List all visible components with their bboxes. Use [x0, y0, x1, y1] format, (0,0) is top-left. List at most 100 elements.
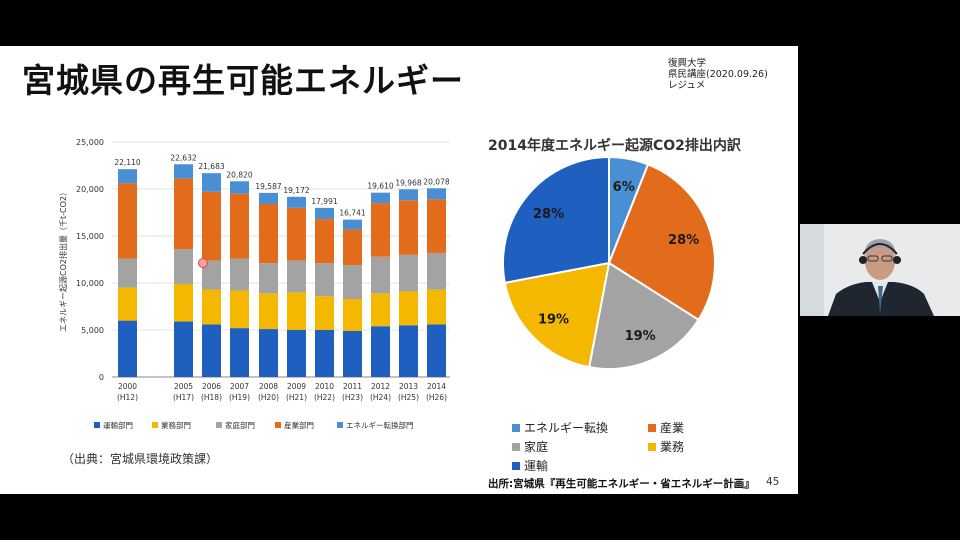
bar-segment [399, 291, 418, 326]
pie-legend-swatch [512, 462, 520, 470]
pie-slice-label: 19% [625, 329, 656, 344]
bar-total-label: 22,632 [170, 153, 196, 162]
bar-segment [174, 164, 193, 179]
pie-legend-label: 運輸 [524, 458, 548, 473]
bar-segment [230, 290, 249, 329]
bar-segment [202, 191, 221, 261]
bar-total-label: 20,820 [226, 170, 252, 179]
y-tick-label: 10,000 [76, 279, 104, 288]
y-tick-label: 20,000 [76, 185, 104, 194]
bar-segment [371, 203, 390, 257]
bar-segment [371, 293, 390, 327]
x-tick-sublabel: (H20) [258, 393, 279, 402]
legend-swatch [337, 422, 343, 428]
pointer-cursor-icon [198, 258, 208, 268]
pie-slice-label: 28% [668, 233, 699, 248]
bar-segment [287, 330, 306, 377]
pie-slice-label: 19% [538, 312, 569, 327]
legend-label: 運輸部門 [103, 420, 133, 430]
bar-segment [427, 289, 446, 325]
bar-segment [371, 192, 390, 204]
legend-swatch [152, 422, 158, 428]
bar-segment [287, 260, 306, 293]
pie-legend-label: 業務 [660, 440, 684, 454]
pie-slice-label: 28% [533, 207, 564, 222]
x-tick-label: 2009 [287, 382, 306, 391]
bar-segment [174, 249, 193, 284]
bar-segment [174, 283, 193, 322]
y-tick-label: 0 [99, 373, 104, 382]
x-tick-label: 2011 [343, 382, 362, 391]
charts-canvas: 0 5,000 10,000 15,000 20,000 25,000 エネルギー起源CO2… [58, 138, 716, 473]
bar-segment [315, 263, 334, 297]
x-tick-label: 2014 [427, 382, 446, 391]
x-tick-sublabel: (H12) [117, 393, 138, 402]
x-tick-label: 2007 [230, 382, 249, 391]
bar-segment [118, 287, 137, 321]
legend-swatch [275, 422, 281, 428]
x-tick-label: 2010 [315, 382, 334, 391]
x-tick-sublabel: (H18) [201, 393, 222, 402]
bar-segment [343, 229, 362, 266]
bar-segment [230, 258, 249, 291]
y-axis-label: エネルギー起源CO2排出量（千t-CO2） [58, 188, 68, 332]
meta-line: レジュメ [668, 80, 706, 91]
y-tick-label: 5,000 [81, 326, 104, 335]
bar-segment [230, 193, 249, 259]
bar-segment [118, 258, 137, 288]
presentation-slide: 宮城県の再生可能エネルギー 復興大学 県民講座(2020.09.26) レジュメ… [0, 46, 798, 494]
bar-total-label: 21,683 [198, 162, 224, 171]
bar-segment [174, 178, 193, 250]
bar-total-label: 22,110 [114, 158, 140, 167]
bar-segment [343, 298, 362, 331]
x-tick-sublabel: (H17) [173, 393, 194, 402]
bar-segment [399, 254, 418, 292]
bar-segment [399, 325, 418, 377]
bar-segment [174, 321, 193, 377]
webcam-video-tile[interactable] [800, 224, 960, 316]
x-tick-sublabel: (H26) [426, 393, 447, 402]
x-tick-sublabel: (H24) [370, 393, 391, 402]
bar-segment [343, 265, 362, 299]
bar-total-label: 19,968 [395, 178, 421, 187]
pie-slice [502, 155, 610, 285]
pie-legend-swatch [512, 443, 520, 451]
pie-legend-label: 産業 [660, 420, 684, 435]
bar-segment [343, 330, 362, 377]
bar-segment [427, 324, 446, 377]
x-tick-sublabel: (H25) [398, 393, 419, 402]
pie-legend-label: エネルギー転換 [524, 421, 608, 435]
bar-total-label: 17,991 [311, 197, 337, 206]
bar-segment [315, 207, 334, 220]
meta-line: 県民講座(2020.09.26) [668, 69, 768, 80]
pie-chart-title: 2014年度エネルギー起源CO2排出内訳 [488, 138, 741, 154]
y-tick-label: 15,000 [76, 232, 104, 241]
page-number: 45 [766, 476, 780, 488]
bar-total-label: 19,587 [255, 182, 281, 191]
bar-chart-source: （出典：宮城県環境政策課） [62, 452, 219, 466]
bar-segment [287, 292, 306, 330]
bar-segment [259, 204, 278, 264]
bar-total-label: 19,610 [367, 182, 393, 191]
bar-segment [230, 328, 249, 377]
bar-segment [427, 199, 446, 253]
bar-segment [343, 219, 362, 230]
bar-segment [427, 188, 446, 200]
bar-segment [371, 326, 390, 377]
pie-legend-swatch [648, 443, 656, 451]
bar-segment [202, 289, 221, 325]
bar-segment [259, 293, 278, 330]
pie-slice [503, 261, 611, 369]
bar-segment [259, 329, 278, 377]
pie-legend-label: 家庭 [524, 439, 548, 454]
bar-segment [118, 320, 137, 377]
bar-segment [399, 189, 418, 201]
x-tick-label: 2013 [399, 382, 418, 391]
bar-segment [315, 219, 334, 264]
slide-source: 出所:宮城県『再生可能エネルギー・省エネルギー計画』 [488, 478, 755, 490]
bar-segment [202, 173, 221, 192]
bar-total-label: 16,741 [339, 209, 365, 218]
slide-meta: 復興大学 県民講座(2020.09.26) レジュメ [668, 58, 768, 91]
bar-segment [287, 196, 306, 208]
bar-segment [371, 256, 390, 294]
